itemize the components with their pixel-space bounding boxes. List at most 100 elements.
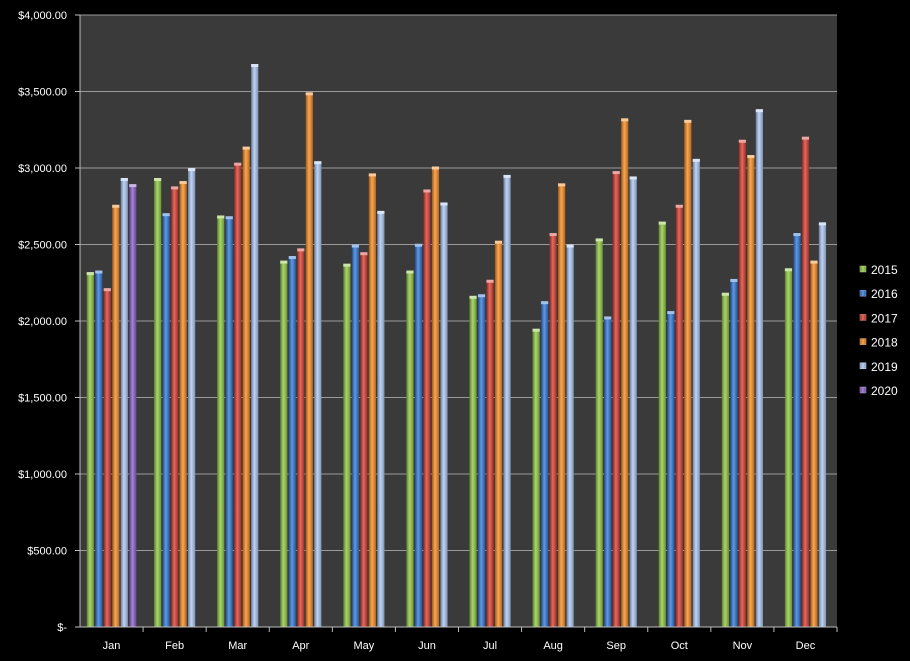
bar-cap: [541, 301, 549, 305]
bar-cap: [658, 221, 666, 225]
y-tick-label: $-: [57, 622, 67, 634]
bar-body: [217, 216, 225, 627]
x-tick-label: Dec: [796, 640, 816, 652]
x-tick-label: Feb: [165, 640, 184, 652]
bar-body: [629, 177, 637, 627]
bar-2015-jun: [406, 270, 414, 627]
legend-label: 2015: [871, 263, 898, 277]
bar-cap: [368, 173, 376, 177]
bar-body: [95, 272, 103, 627]
bar-body: [486, 281, 494, 627]
bar-cap: [477, 294, 486, 298]
bar-2019-jan: [120, 177, 128, 627]
bar-2016-oct: [667, 311, 675, 627]
legend-swatch: [859, 338, 867, 345]
bar-cap: [469, 295, 477, 299]
bar-body: [414, 245, 423, 627]
bar-body: [120, 179, 128, 627]
bar-cap: [414, 243, 423, 247]
bar-cap: [234, 162, 242, 166]
bar-cap: [566, 244, 574, 248]
bar-body: [440, 203, 448, 627]
bar-body: [721, 294, 729, 627]
bar-body: [351, 246, 359, 627]
bar-cap: [103, 288, 111, 292]
x-tick-label: Mar: [228, 640, 247, 652]
bar-2015-oct: [658, 221, 666, 627]
bar-body: [747, 156, 755, 627]
x-tick-label: Aug: [543, 640, 563, 652]
bar-2018-apr: [305, 92, 313, 628]
bar-2018-aug: [558, 183, 566, 627]
bar-2019-jul: [503, 174, 511, 628]
bar-2018-may: [368, 173, 376, 627]
legend-item-2017: 2017: [859, 311, 898, 325]
bar-cap: [360, 252, 368, 256]
bar-2020-jan: [129, 184, 137, 627]
bar-cap: [343, 263, 351, 267]
y-tick-label: $3,500.00: [18, 87, 67, 99]
bar-2019-apr: [314, 161, 322, 627]
bar-2016-may: [351, 244, 359, 627]
bar-2019-sep: [629, 176, 637, 627]
bar-2016-jan: [95, 270, 103, 627]
bar-2017-jan: [103, 288, 111, 627]
legend-label: 2020: [871, 384, 898, 398]
legend-swatch: [859, 265, 867, 273]
bar-2015-apr: [280, 260, 288, 627]
bar-cap: [377, 210, 385, 214]
bar-body: [494, 242, 503, 627]
bar-body: [188, 169, 196, 627]
bar-body: [793, 234, 801, 627]
bar-cap: [351, 244, 359, 248]
bar-cap: [423, 189, 431, 193]
bar-body: [755, 110, 763, 627]
bar-cap: [179, 181, 187, 185]
bar-body: [549, 234, 557, 627]
bar-2017-nov: [738, 139, 746, 627]
bar-2016-mar: [225, 216, 233, 627]
bar-2015-jan: [86, 272, 94, 627]
x-tick-label: Jun: [418, 640, 436, 652]
bar-body: [288, 257, 296, 627]
bar-cap: [604, 316, 612, 320]
bar-body: [86, 273, 94, 627]
bar-body: [730, 280, 738, 627]
bar-2017-apr: [297, 248, 305, 628]
bar-body: [801, 138, 810, 628]
legend-swatch: [859, 314, 867, 321]
bar-cap: [280, 260, 288, 264]
bar-body: [314, 162, 322, 627]
bar-cap: [532, 328, 540, 332]
y-tick-label: $2,000.00: [18, 316, 67, 328]
gridlines: [80, 14, 837, 551]
bar-body: [477, 295, 486, 627]
bar-body: [234, 164, 242, 628]
bar-cap: [162, 213, 170, 217]
bar-body: [692, 160, 700, 627]
axes: [75, 14, 838, 632]
bar-cap: [692, 158, 700, 162]
bar-body: [784, 269, 793, 627]
x-tick-label: May: [353, 640, 374, 652]
bar-body: [684, 121, 692, 628]
bar-2019-jun: [440, 202, 448, 627]
legend-item-2019: 2019: [859, 360, 898, 374]
bar-cap: [730, 278, 738, 282]
bar-body: [810, 262, 818, 627]
bar-2017-aug: [549, 233, 557, 627]
bar-cap: [112, 204, 120, 208]
bar-body: [431, 168, 440, 627]
bar-cap: [494, 240, 503, 244]
bar-2018-mar: [242, 146, 250, 628]
bar-body: [658, 223, 666, 627]
bar-2018-jan: [112, 204, 120, 627]
bar-cap: [242, 146, 250, 150]
bar-2017-mar: [234, 162, 242, 628]
bar-2015-feb: [154, 177, 162, 627]
bar-cap: [188, 168, 196, 172]
y-tick-label: $2,500.00: [18, 240, 67, 252]
bar-cap: [667, 311, 675, 315]
bar-body: [667, 312, 675, 627]
